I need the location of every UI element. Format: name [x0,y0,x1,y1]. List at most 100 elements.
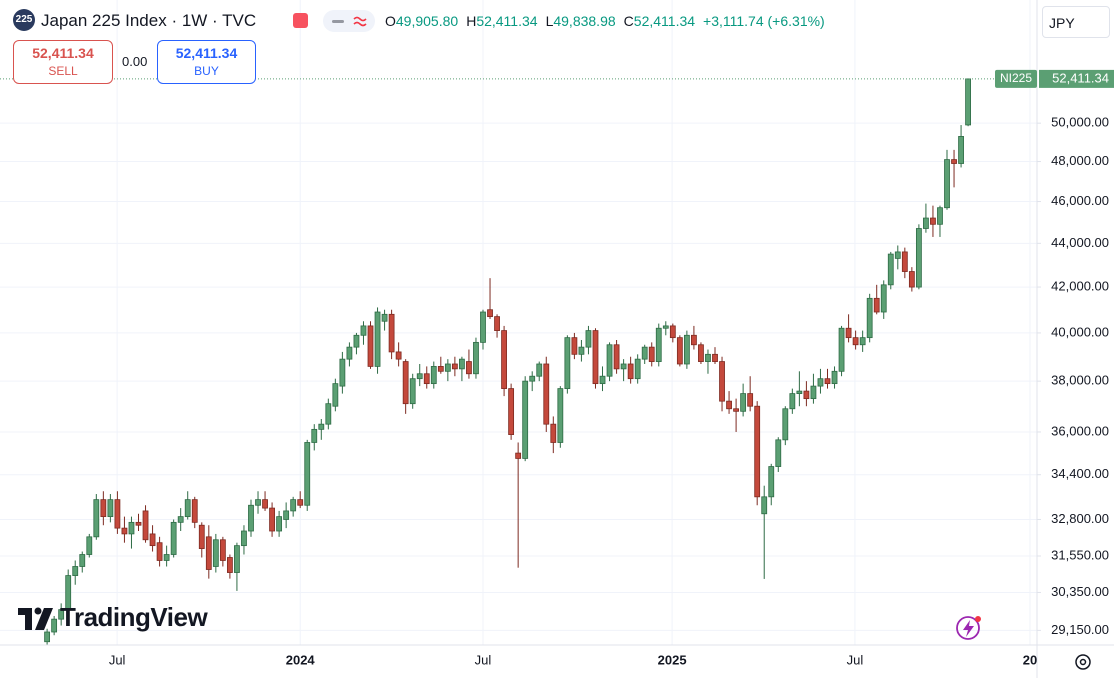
indicator-pill[interactable] [323,10,375,32]
candle-body [86,536,93,555]
ohlc-value: 49,905.80 [395,13,459,29]
spread: 0.00 [122,54,148,69]
sell-label[interactable]: SELL [48,64,78,78]
candle-body [374,311,381,367]
change: +3,111.74 (+6.31%) [703,13,825,29]
flash-dot [975,616,981,622]
candle-body [128,521,135,535]
candle-body [381,313,388,322]
y-tick-label: 34,400.00 [1051,466,1109,481]
candle-body [409,378,416,405]
candle-body [662,325,669,329]
candle-body [135,521,142,526]
candle-body [543,363,550,425]
candle-body [459,358,465,370]
axes: 29,150.00 30,350.00 31,550.00 32,800.00 34,4… [109,69,1114,667]
x-tick-label: 2024 [286,652,316,667]
candle-body [866,297,873,339]
candle-body [346,346,353,360]
candle-body [416,373,423,380]
symbol-tag [995,69,1037,88]
buy-label[interactable]: BUY [194,64,219,78]
candle-body [845,327,852,339]
candle-body [142,510,149,541]
market-status[interactable] [293,13,308,28]
candle-body [944,159,950,209]
ohlc-value: 52,411.34 [476,13,538,29]
candle-body [226,557,233,573]
candle-body [852,337,859,346]
symbol-badge: 225 [13,9,35,31]
currency-box[interactable]: JPY [1042,6,1110,38]
candle-body [810,385,817,400]
flash-icon[interactable] [956,616,981,640]
candle-body [51,618,58,633]
flash-ring[interactable] [956,616,980,640]
ohlc-legend: O49,905.80 H52,411.34 L49,838.98 C52,411.34… [385,13,825,29]
logo-mark-2 [34,607,42,615]
candle-body [494,316,500,331]
y-tick-label: 40,000.00 [1051,324,1109,339]
y-tick-label: 29,150.00 [1051,622,1109,637]
candle-body [691,334,697,346]
x-tick-label: Jul [847,652,864,667]
candle-body [529,375,536,382]
candle-body [515,452,522,459]
candle-body [156,542,163,561]
candle-body [332,383,339,407]
candle-body [248,504,254,532]
candle-body [219,539,226,561]
y-tick-label: 42,000.00 [1051,279,1109,294]
ohlc-value: 52,411.34 [633,13,696,29]
candle-body [58,609,65,620]
candle-body [754,405,761,498]
candle-body [571,337,578,355]
candle-body [951,159,957,164]
logo-text: TradingView [60,602,208,632]
sell-button[interactable]: 52,411.34 SELL [13,40,113,84]
candle-body [177,516,184,523]
candle-body [915,228,922,288]
candle-body [747,393,754,407]
symbol-title[interactable]: Japan 225 Index · 1W · TVC [41,11,257,30]
candle-body [198,524,205,549]
candle-body [620,363,627,370]
candle-body [149,533,156,547]
candle-body [93,499,100,538]
candle-body [318,423,325,430]
candle-body [613,344,620,370]
candle-body [430,366,437,385]
settings-ring[interactable] [1075,654,1091,670]
candle-body [297,499,304,506]
candle-body [107,499,114,518]
candle-body [937,207,943,225]
settings-dot[interactable] [1079,658,1087,666]
buy-button[interactable]: 52,411.34 BUY [157,40,256,84]
candle-body [339,358,346,387]
x-tick-label: 20 [1023,652,1037,667]
candle-body [170,521,177,555]
candle-body [887,253,894,286]
candle-body [923,217,929,229]
candle-body [719,361,725,402]
pill-wave-path [353,16,367,27]
candle-body [353,334,360,348]
candle-body [669,325,676,339]
candle-body [402,361,409,405]
candle-body [803,390,810,400]
candle-body [564,337,571,389]
candle-body [655,327,662,362]
candle-body [234,545,240,573]
currency[interactable]: JPY [1049,15,1075,31]
flash-bolt[interactable] [963,620,974,637]
candle-body [768,466,775,498]
candle-body [79,554,86,567]
sell-price[interactable]: 52,411.34 [32,45,94,61]
candle-body [831,370,838,385]
candle-body [437,366,444,372]
candle-body [599,375,606,385]
candle-body [262,499,268,509]
y-tick-label: 38,000.00 [1051,373,1109,388]
buy-price[interactable]: 52,411.34 [175,45,238,61]
settings-icon[interactable] [1075,654,1091,670]
